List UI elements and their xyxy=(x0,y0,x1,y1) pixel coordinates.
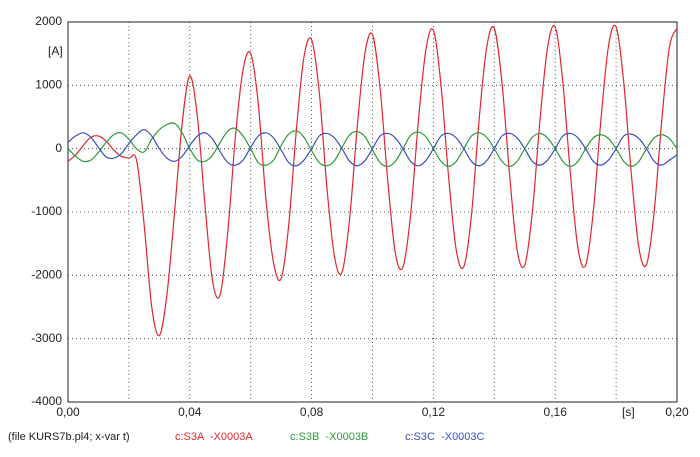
x-tick-label: 0,00 xyxy=(56,405,80,419)
legend-entry: c:S3C -X0003C xyxy=(405,431,485,443)
series-line xyxy=(67,122,678,168)
y-tick-label: -3000 xyxy=(31,331,62,345)
y-tick-label: 2000 xyxy=(35,14,62,28)
plot-frame xyxy=(67,21,678,403)
y-tick-label: -2000 xyxy=(31,268,62,282)
footer: (file KURS7b.pl4; x-var t) xyxy=(8,431,130,443)
series-line xyxy=(67,129,678,167)
y-tick-label: -4000 xyxy=(31,394,62,408)
x-tick-label: 0,12 xyxy=(422,405,446,419)
x-tick-label: 0,20 xyxy=(665,405,689,419)
series-line xyxy=(67,24,678,337)
x-tick-label: 0,16 xyxy=(544,405,568,419)
legend-entry: c:S3A -X0003A xyxy=(175,431,253,443)
x-tick-label: 0,04 xyxy=(178,405,202,419)
legend-entry: c:S3B -X0003B xyxy=(290,431,368,443)
y-tick-label: 1000 xyxy=(35,78,62,92)
y-unit: [A] xyxy=(48,44,63,58)
y-tick-label: 0 xyxy=(55,141,62,155)
x-tick-label: 0,08 xyxy=(300,405,324,419)
x-unit: [s] xyxy=(622,405,635,419)
y-tick-label: -1000 xyxy=(31,204,62,218)
